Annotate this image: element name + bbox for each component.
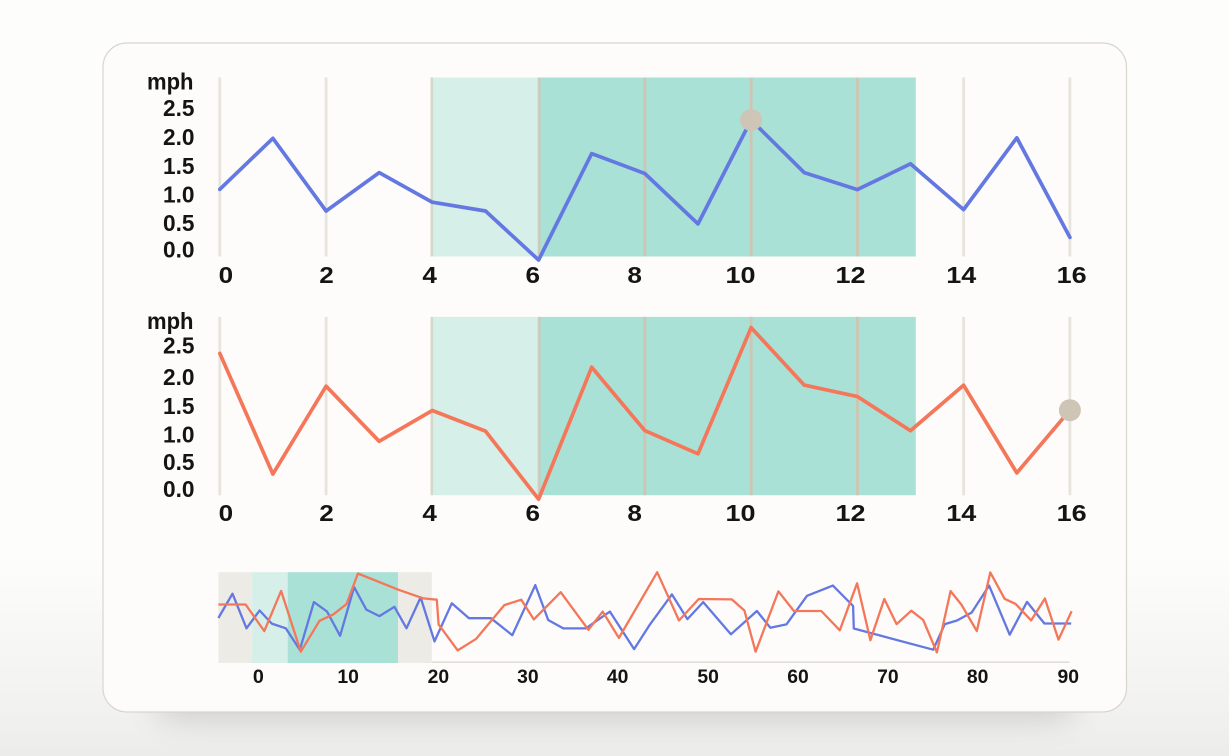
- svg-text:40: 40: [607, 667, 629, 688]
- svg-text:90: 90: [1058, 667, 1080, 688]
- svg-text:30: 30: [517, 667, 539, 688]
- svg-text:70: 70: [877, 667, 899, 688]
- svg-text:8: 8: [627, 262, 642, 288]
- svg-text:6: 6: [526, 500, 541, 526]
- svg-text:6: 6: [526, 262, 541, 288]
- svg-text:16: 16: [1057, 500, 1087, 526]
- svg-text:50: 50: [697, 667, 719, 688]
- svg-text:mph: mph: [147, 69, 194, 95]
- svg-text:1.5: 1.5: [163, 393, 195, 419]
- svg-text:14: 14: [946, 500, 976, 526]
- svg-text:14: 14: [946, 262, 976, 288]
- svg-text:0.0: 0.0: [163, 237, 195, 263]
- svg-text:0.5: 0.5: [163, 449, 195, 475]
- svg-text:2.5: 2.5: [163, 95, 195, 121]
- svg-text:mph: mph: [147, 308, 194, 334]
- svg-text:0: 0: [219, 262, 234, 288]
- svg-text:2.0: 2.0: [163, 124, 195, 150]
- svg-text:0.5: 0.5: [163, 210, 195, 236]
- svg-text:10: 10: [337, 667, 359, 688]
- svg-text:8: 8: [627, 500, 642, 526]
- svg-text:2.0: 2.0: [163, 364, 195, 390]
- svg-text:2: 2: [319, 500, 334, 526]
- svg-text:2: 2: [319, 262, 334, 288]
- svg-text:60: 60: [787, 667, 809, 688]
- svg-text:4: 4: [422, 500, 437, 526]
- svg-text:2.5: 2.5: [163, 333, 195, 359]
- svg-text:1.0: 1.0: [163, 182, 195, 208]
- svg-text:1.0: 1.0: [163, 421, 195, 447]
- svg-text:0: 0: [219, 500, 234, 526]
- svg-text:0: 0: [253, 667, 264, 688]
- svg-text:0.0: 0.0: [163, 476, 195, 502]
- svg-text:10: 10: [726, 262, 756, 288]
- svg-text:80: 80: [967, 667, 989, 688]
- svg-text:1.5: 1.5: [163, 153, 195, 179]
- svg-text:10: 10: [726, 500, 756, 526]
- svg-text:12: 12: [836, 500, 866, 526]
- svg-text:4: 4: [422, 262, 437, 288]
- svg-text:16: 16: [1057, 262, 1087, 288]
- svg-text:12: 12: [836, 262, 866, 288]
- svg-text:20: 20: [428, 667, 450, 688]
